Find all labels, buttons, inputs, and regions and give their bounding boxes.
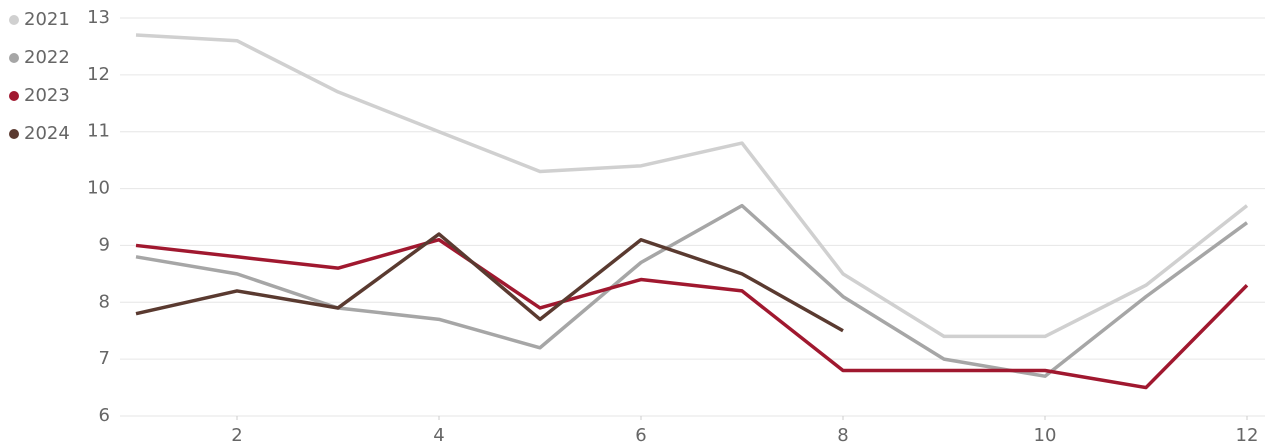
legend-marker [9,91,19,101]
x-tick-label: 10 [1034,425,1057,446]
legend-marker [9,15,19,25]
x-tick-label: 4 [433,425,444,446]
y-tick-label: 7 [99,348,110,369]
series-line [135,232,844,333]
legend-label: 2021 [24,9,70,30]
x-tick-label: 6 [635,425,646,446]
legend-label: 2023 [24,85,70,106]
y-tick-label: 10 [87,178,110,199]
y-tick-label: 13 [87,7,110,28]
legend-label: 2022 [24,47,70,68]
y-tick-label: 8 [99,291,110,312]
legend-marker [9,53,19,63]
series-line [135,237,1249,390]
y-tick-label: 6 [99,405,110,426]
y-tick-label: 11 [87,121,110,142]
y-tick-label: 9 [99,234,110,255]
series-line [135,33,1249,339]
x-tick-label: 2 [231,425,242,446]
legend-marker [9,129,19,139]
series-line [135,203,1249,378]
legend-label: 2024 [24,123,70,144]
x-tick-label: 12 [1236,425,1259,446]
x-tick-label: 8 [837,425,848,446]
y-tick-label: 12 [87,64,110,85]
